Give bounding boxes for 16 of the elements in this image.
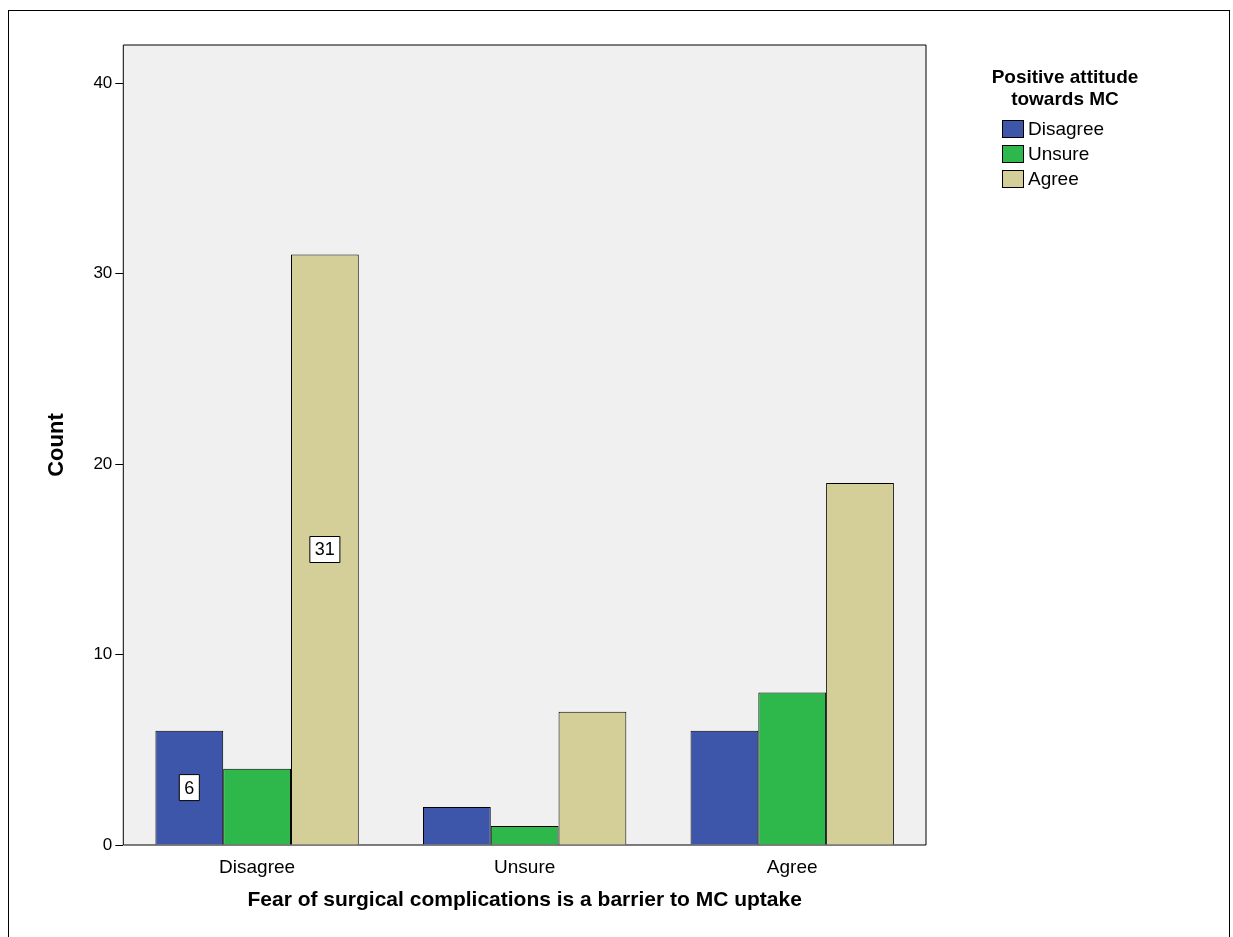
y-tick-label: 40 (93, 72, 113, 92)
y-axis-title: Count (43, 412, 69, 477)
legend-label: Unsure (1028, 142, 1090, 165)
legend-label: Disagree (1028, 117, 1105, 140)
legend-title: Positive attitude towards MC (990, 66, 1140, 110)
data-label: 31 (314, 539, 335, 560)
x-tick-label: Unsure (494, 855, 556, 877)
legend-label: Agree (1028, 167, 1079, 190)
y-tick-label: 10 (93, 644, 113, 664)
y-tick-label: 0 (102, 834, 113, 854)
y-tick-label: 30 (93, 263, 113, 283)
y-tick-label: 20 (93, 453, 113, 473)
x-tick-label: Disagree (219, 855, 296, 877)
data-label: 6 (184, 777, 195, 798)
x-tick-label: Agree (766, 855, 818, 877)
x-axis-title: Fear of surgical complications is a barrier to MC uptake (247, 887, 802, 911)
